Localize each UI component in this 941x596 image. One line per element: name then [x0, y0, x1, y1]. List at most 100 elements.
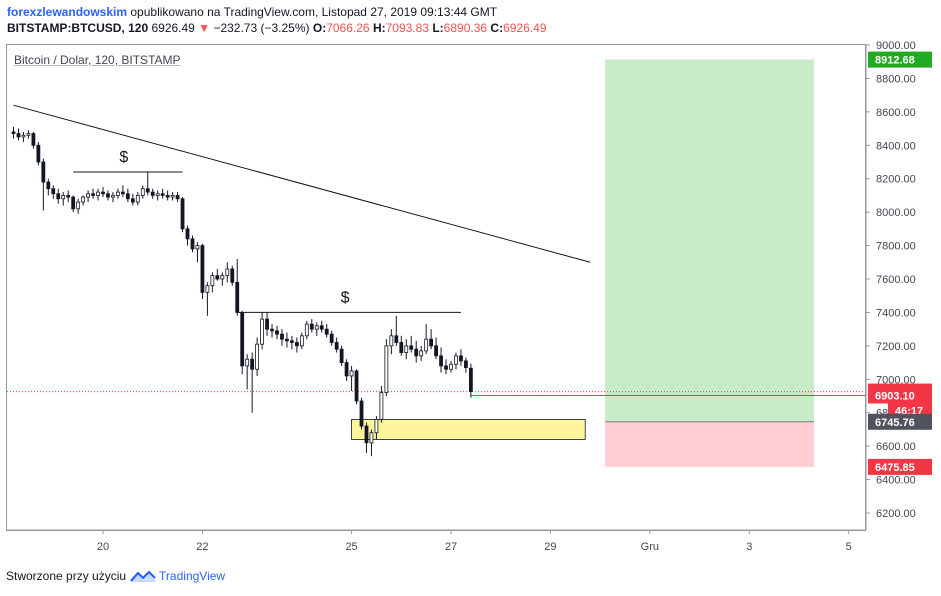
candle[interactable] — [439, 355, 443, 367]
candle[interactable] — [190, 238, 195, 250]
candle[interactable] — [101, 191, 105, 195]
candle[interactable] — [46, 181, 51, 190]
candle[interactable] — [155, 193, 160, 196]
candle[interactable] — [324, 328, 329, 335]
profit-zone[interactable] — [605, 59, 814, 422]
candle[interactable] — [220, 275, 225, 280]
candle[interactable] — [414, 348, 419, 357]
support-box[interactable] — [351, 418, 586, 440]
candle[interactable] — [116, 191, 120, 196]
candle[interactable] — [434, 345, 438, 357]
candle[interactable] — [240, 312, 245, 367]
candle[interactable] — [235, 281, 240, 313]
candle[interactable] — [334, 342, 339, 350]
candle[interactable] — [409, 345, 414, 350]
candle[interactable] — [265, 318, 269, 330]
candle[interactable] — [165, 195, 170, 198]
candle[interactable] — [16, 133, 21, 138]
candle[interactable] — [96, 191, 100, 196]
candle[interactable] — [329, 333, 334, 343]
pane-title-text[interactable]: Bitcoin / Dolar, 120, BITSTAMP — [14, 53, 181, 67]
candle[interactable] — [314, 325, 319, 330]
candle[interactable] — [31, 133, 36, 146]
candle[interactable] — [359, 400, 364, 427]
candle[interactable] — [185, 228, 190, 240]
candle[interactable] — [205, 285, 210, 293]
candle[interactable] — [225, 268, 230, 277]
dollar-annotation[interactable]: $ — [341, 289, 350, 306]
candle[interactable] — [36, 144, 41, 163]
candle[interactable] — [349, 370, 354, 377]
candle[interactable] — [309, 323, 314, 330]
candle[interactable] — [394, 335, 399, 343]
candle[interactable] — [369, 432, 374, 444]
candle[interactable] — [255, 343, 260, 370]
candle[interactable] — [135, 195, 140, 203]
candle[interactable] — [379, 392, 384, 420]
candle[interactable] — [444, 365, 448, 370]
candle[interactable] — [210, 275, 215, 287]
candle[interactable] — [344, 362, 349, 377]
candle[interactable] — [180, 198, 185, 230]
candle[interactable] — [76, 201, 81, 210]
candle[interactable] — [454, 355, 458, 365]
candle[interactable] — [280, 333, 284, 340]
candle[interactable] — [364, 425, 369, 444]
candle[interactable] — [150, 191, 155, 196]
candle[interactable] — [384, 345, 389, 394]
candle[interactable] — [419, 350, 424, 357]
author-link[interactable]: forexzlewandowskim — [7, 5, 128, 19]
candle[interactable] — [250, 358, 255, 370]
candle[interactable] — [61, 195, 66, 200]
candle[interactable] — [66, 195, 71, 198]
candle[interactable] — [81, 196, 86, 203]
candle[interactable] — [389, 335, 394, 347]
candle[interactable] — [299, 335, 304, 347]
candle[interactable] — [270, 328, 274, 332]
candle[interactable] — [449, 363, 453, 370]
candle[interactable] — [260, 318, 264, 345]
candle[interactable] — [91, 193, 95, 196]
candle[interactable] — [374, 418, 379, 434]
candle[interactable] — [468, 367, 473, 392]
loss-zone[interactable] — [605, 421, 814, 467]
candle[interactable] — [140, 188, 145, 196]
candle[interactable] — [26, 133, 31, 136]
candle[interactable] — [21, 134, 26, 138]
candle[interactable] — [399, 342, 404, 353]
candle[interactable] — [285, 338, 289, 342]
candle[interactable] — [51, 188, 56, 195]
candle[interactable] — [294, 342, 299, 347]
candle[interactable] — [429, 338, 434, 347]
candle[interactable] — [170, 195, 175, 198]
candle[interactable] — [160, 193, 165, 196]
candle[interactable] — [404, 345, 409, 353]
candle[interactable] — [200, 245, 205, 293]
candle[interactable] — [11, 131, 16, 134]
candle[interactable] — [130, 198, 135, 203]
candle[interactable] — [56, 193, 61, 200]
candle[interactable] — [424, 338, 429, 352]
candle[interactable] — [120, 191, 125, 195]
candle[interactable] — [106, 193, 110, 198]
tradingview-logo-icon[interactable] — [130, 569, 156, 583]
candle[interactable] — [290, 340, 294, 343]
trendline[interactable] — [13, 104, 591, 263]
candle[interactable] — [275, 330, 279, 335]
candle[interactable] — [459, 355, 463, 362]
candle[interactable] — [304, 323, 309, 337]
candle[interactable] — [86, 193, 90, 198]
tradingview-brand[interactable]: TradingView — [159, 569, 226, 583]
candle[interactable] — [125, 193, 130, 200]
candle[interactable] — [464, 360, 468, 368]
candle[interactable] — [354, 370, 359, 402]
dollar-annotation[interactable]: $ — [119, 149, 128, 166]
candle[interactable] — [145, 188, 150, 193]
candle[interactable] — [339, 348, 344, 363]
candle[interactable] — [71, 196, 76, 210]
candle[interactable] — [319, 325, 324, 330]
candle[interactable] — [175, 195, 180, 200]
candle[interactable] — [41, 161, 46, 183]
candle[interactable] — [230, 268, 235, 283]
